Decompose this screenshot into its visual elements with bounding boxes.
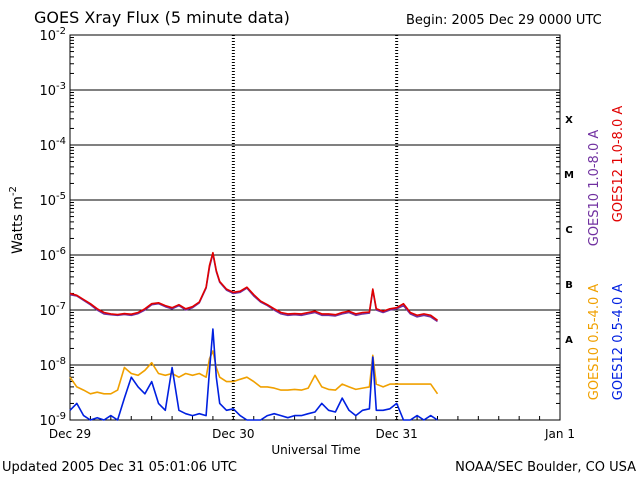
day-separators bbox=[231, 35, 399, 420]
legend-goes10-short: GOES10 0.5-4.0 A bbox=[587, 284, 602, 401]
series-line-2 bbox=[69, 350, 439, 395]
legend-goes10-long: GOES10 1.0-8.0 A bbox=[587, 130, 602, 247]
legend-goes12-long: GOES12 1.0-8.0 A bbox=[611, 106, 626, 223]
credit: NOAA/SEC Boulder, CO USA bbox=[455, 460, 636, 475]
x-tick-label: Dec 29 bbox=[49, 427, 91, 441]
y-tick-label: 10-8 bbox=[39, 356, 66, 374]
gridlines bbox=[70, 89, 560, 366]
y-tick-label: 10-6 bbox=[39, 246, 66, 264]
flare-class-B: B bbox=[565, 280, 573, 291]
flare-class-C: C bbox=[565, 225, 572, 236]
y-axis-label-text: Watts m bbox=[10, 196, 26, 254]
updated-time: Updated 2005 Dec 31 05:01:06 UTC bbox=[2, 460, 237, 475]
y-axis-ticks: 10-2 10-3 10-4 10-5 10-6 10-7 10-8 10-9 bbox=[39, 26, 560, 429]
flare-class-A: A bbox=[565, 335, 573, 346]
x-tick-label: Jan 1 bbox=[544, 427, 575, 441]
series-line-3 bbox=[69, 328, 438, 421]
flare-class-M: M bbox=[564, 170, 574, 181]
y-tick-label: 10-7 bbox=[39, 301, 66, 319]
flare-class-X: X bbox=[565, 115, 573, 126]
y-tick-label: 10-5 bbox=[39, 191, 66, 209]
y-tick-label: 10-3 bbox=[39, 81, 66, 99]
y-axis-label: Watts m-2 bbox=[8, 186, 26, 254]
series-line-1 bbox=[69, 251, 438, 321]
x-axis-label: Universal Time bbox=[271, 443, 360, 457]
plot-frame bbox=[69, 34, 561, 421]
x-tick-label: Dec 31 bbox=[376, 427, 418, 441]
flare-class-labels: X M C B A bbox=[564, 115, 574, 346]
x-tick-label: Dec 30 bbox=[212, 427, 254, 441]
y-tick-label: 10-9 bbox=[39, 411, 66, 429]
y-tick-label: 10-2 bbox=[39, 26, 66, 44]
begin-time: Begin: 2005 Dec 29 0000 UTC bbox=[406, 13, 602, 28]
y-axis-label-exp: -2 bbox=[8, 186, 19, 196]
series-lines bbox=[69, 251, 439, 421]
y-tick-label: 10-4 bbox=[39, 136, 66, 154]
x-axis-ticks: Dec 29 Dec 30 Dec 31 Jan 1 bbox=[49, 416, 575, 441]
legend-goes12-short: GOES12 0.5-4.0 A bbox=[611, 284, 626, 401]
chart-title: GOES Xray Flux (5 minute data) bbox=[34, 8, 290, 27]
